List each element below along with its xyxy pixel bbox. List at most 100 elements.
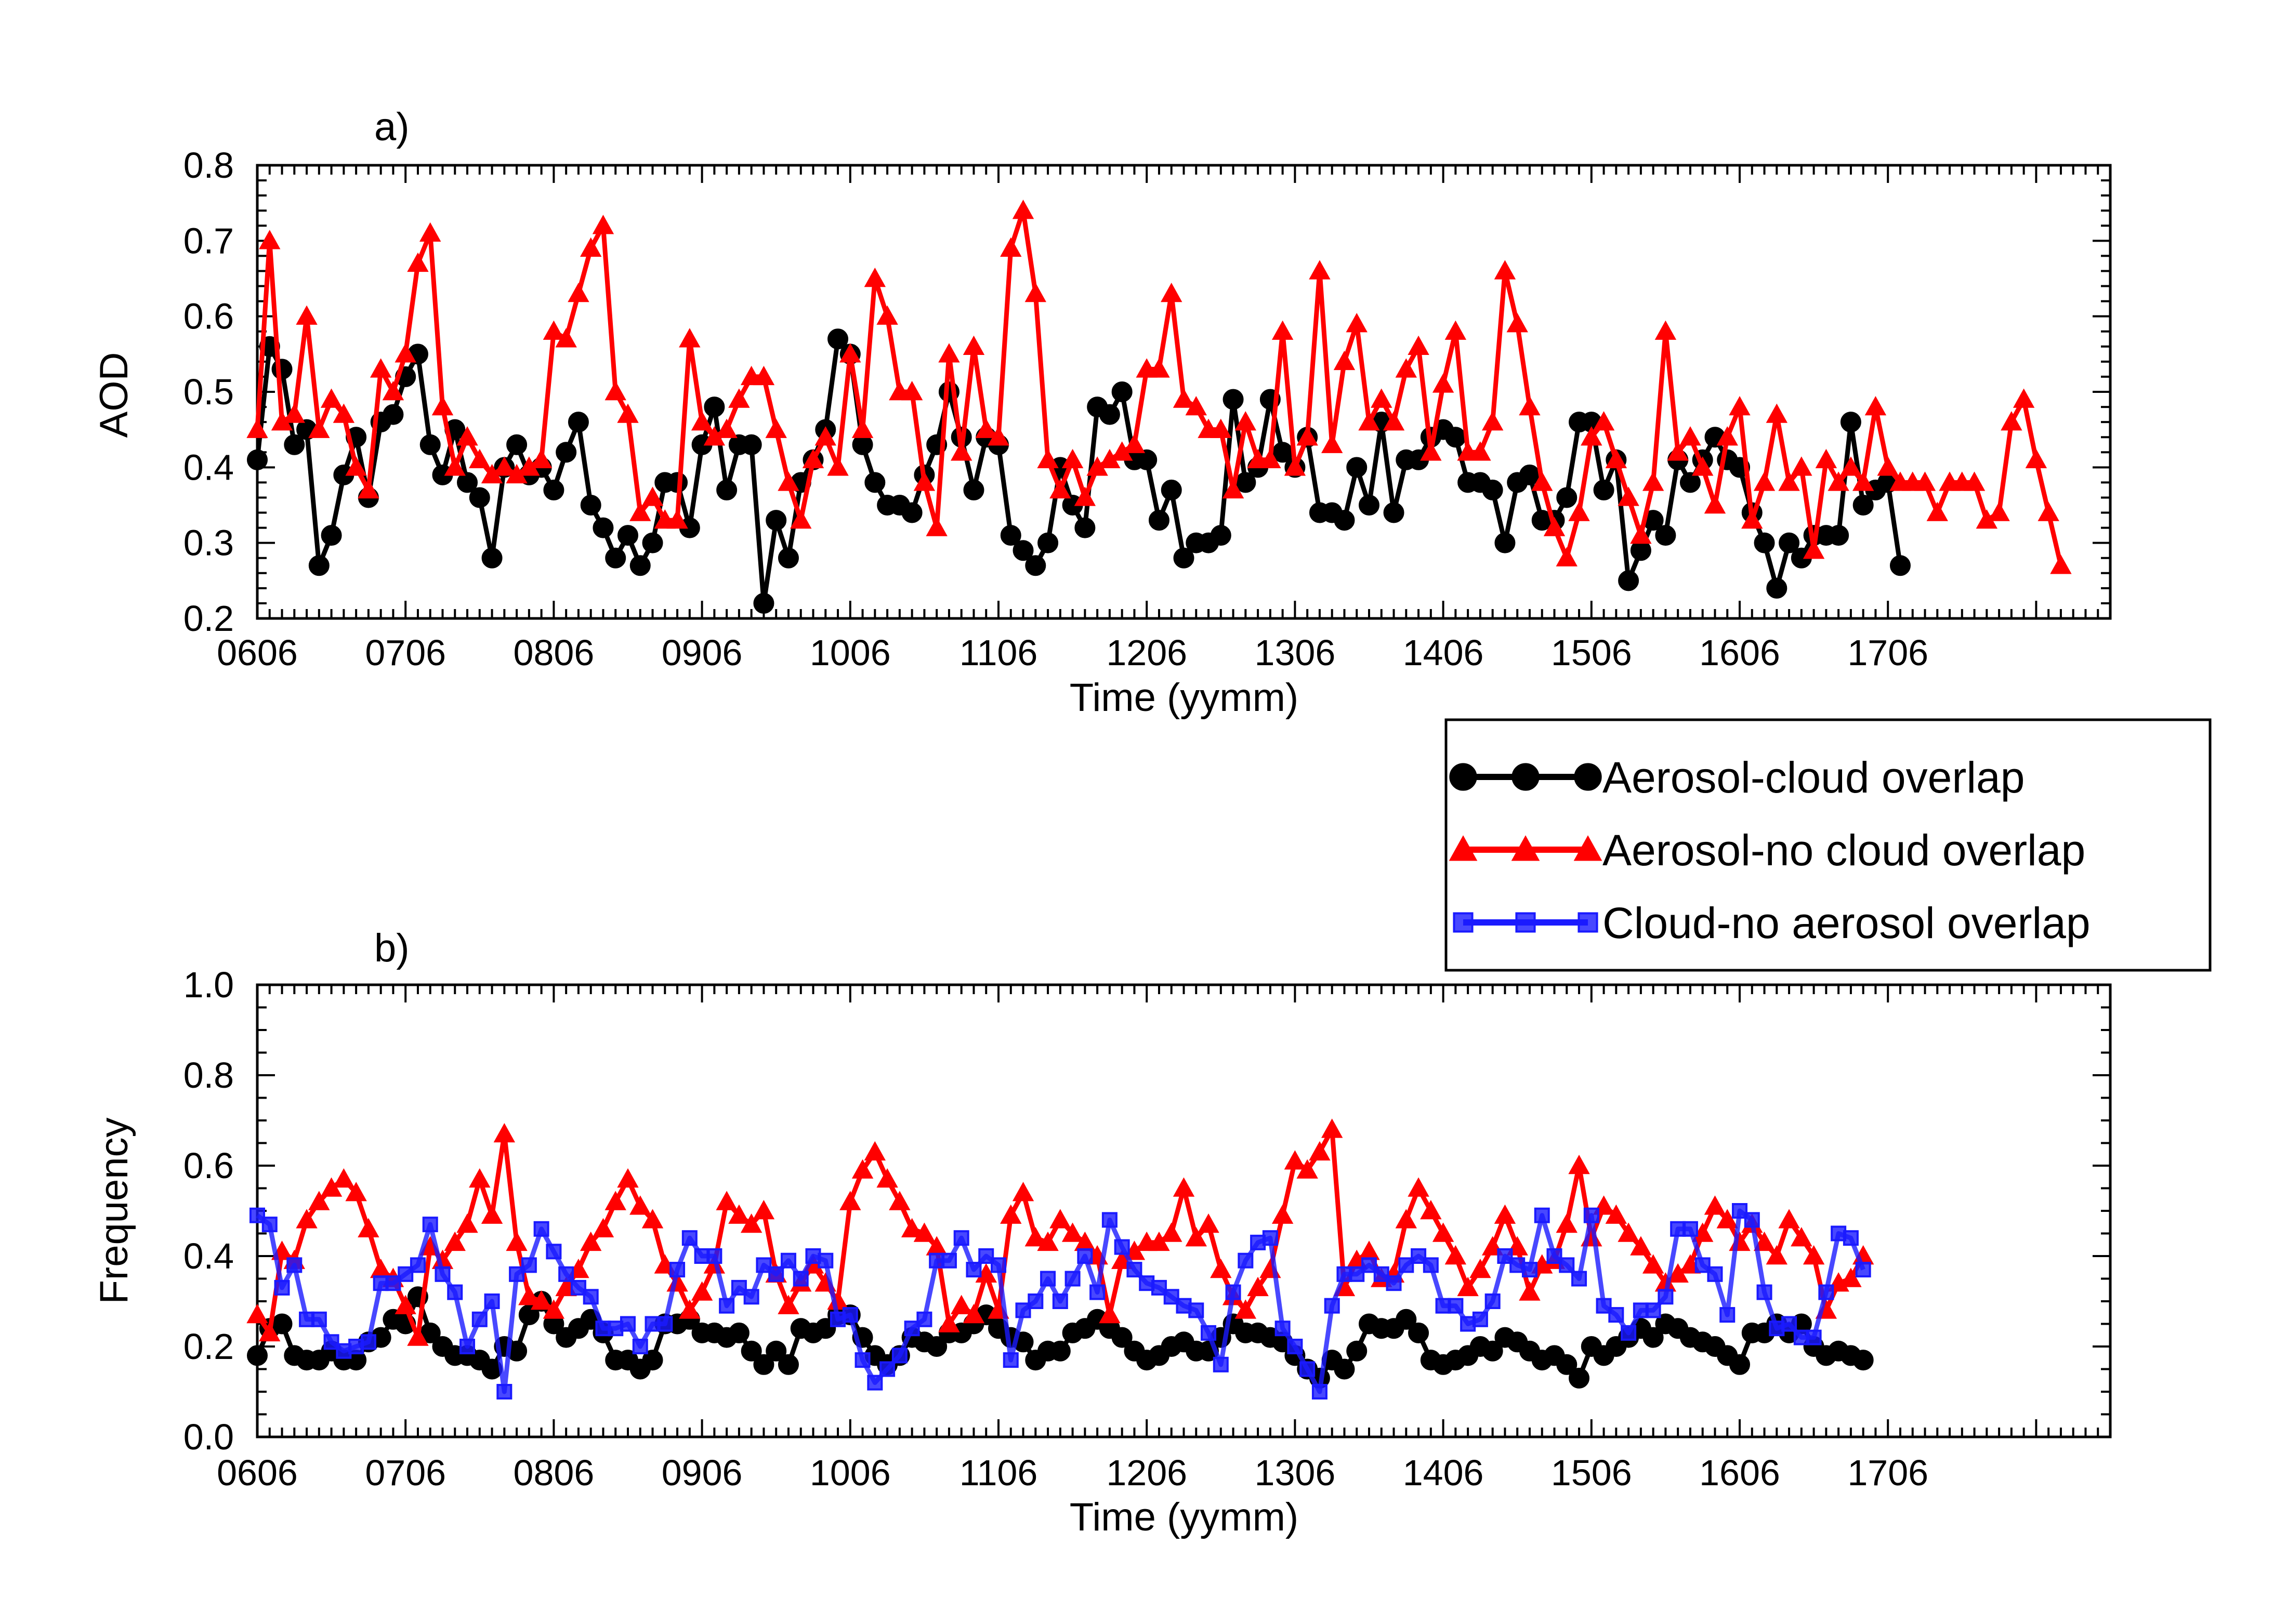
data-point [1361, 1257, 1377, 1273]
x-tick-label: 0806 [514, 1453, 595, 1493]
data-point [1213, 1356, 1229, 1372]
data-point [1114, 1239, 1130, 1255]
data-point [1284, 1150, 1306, 1170]
data-point [284, 434, 305, 455]
data-point [493, 1123, 516, 1143]
x-tick-label: 1506 [1551, 1453, 1632, 1493]
data-point [1753, 1231, 1776, 1251]
data-point [419, 434, 441, 455]
data-point [360, 1334, 376, 1350]
data-point [1618, 570, 1639, 591]
x-tick-label: 1706 [1847, 632, 1928, 673]
panel-a-label: a) [374, 105, 410, 149]
data-point [1633, 1302, 1649, 1318]
data-point [1346, 1340, 1368, 1362]
data-point [370, 1259, 392, 1278]
data-point [1123, 433, 1146, 453]
data-point [1247, 1276, 1269, 1297]
data-point [1349, 1266, 1365, 1282]
data-point [1000, 1204, 1022, 1224]
data-point [1064, 1271, 1081, 1287]
data-point [617, 525, 638, 546]
data-point [1469, 441, 1491, 461]
x-tick-label: 1306 [1255, 1453, 1336, 1493]
data-point [1223, 389, 1244, 410]
data-point [1234, 1299, 1257, 1319]
data-point [543, 1299, 565, 1319]
data-point [556, 442, 577, 463]
data-point [728, 1204, 750, 1224]
data-point [1497, 1248, 1513, 1264]
data-point [1482, 1340, 1503, 1362]
data-point [617, 403, 639, 423]
data-point [1494, 260, 1516, 280]
data-point [641, 1209, 664, 1229]
data-point [827, 328, 849, 350]
data-point [469, 487, 490, 508]
x-tick-label: 0906 [662, 632, 743, 673]
data-point [518, 1286, 540, 1305]
data-point [358, 1218, 379, 1237]
data-point [768, 1266, 784, 1282]
data-point [493, 456, 516, 476]
data-point [1395, 358, 1417, 378]
data-point [1781, 1316, 1797, 1332]
x-tick-label: 1306 [1255, 632, 1336, 673]
data-point [321, 525, 342, 546]
data-point [641, 486, 664, 506]
data-point [681, 1230, 698, 1246]
data-point [1163, 1289, 1179, 1305]
data-point [308, 1191, 330, 1210]
data-point [743, 1289, 759, 1305]
data-point [1225, 1284, 1241, 1300]
data-point [728, 1322, 750, 1343]
data-point [963, 335, 985, 355]
data-point [1791, 1227, 1812, 1247]
y-tick-label: 0.8 [183, 145, 234, 186]
data-point [419, 222, 441, 242]
data-point [1583, 1207, 1599, 1223]
data-point [756, 1257, 772, 1273]
data-point [1605, 448, 1627, 468]
series-aerosol-no-cloud-overlap [246, 200, 2072, 574]
data-point [1411, 1248, 1427, 1264]
data-point [753, 1354, 774, 1375]
data-point [1692, 456, 1714, 476]
data-point [1074, 486, 1096, 506]
data-point [358, 479, 379, 499]
data-point [1543, 517, 1566, 536]
data-point [323, 1334, 339, 1350]
data-point [666, 509, 688, 529]
data-point [1013, 540, 1034, 561]
legend-label: Cloud-no aerosol overlap [1602, 899, 2091, 947]
data-point [299, 1311, 315, 1327]
data-point [975, 418, 997, 438]
data-point [629, 555, 651, 576]
data-point [1815, 448, 1837, 468]
data-point [864, 1141, 886, 1161]
data-point [1037, 1231, 1059, 1251]
data-point [274, 1279, 290, 1296]
data-point [509, 1266, 525, 1282]
data-point [570, 1279, 586, 1296]
data-point [1346, 457, 1368, 478]
data-point [422, 1217, 438, 1233]
data-point [2050, 554, 2072, 574]
data-point [1571, 1271, 1587, 1287]
data-point [333, 1168, 355, 1188]
data-point [1371, 388, 1392, 408]
data-point [1889, 555, 1911, 576]
data-point [876, 305, 898, 325]
data-point [632, 1339, 648, 1354]
legend-label: Aerosol-cloud overlap [1602, 753, 2025, 802]
data-point [1877, 456, 1899, 476]
data-point [679, 1299, 701, 1319]
data-point [1506, 313, 1528, 333]
data-point [1630, 524, 1652, 544]
data-point [308, 555, 330, 576]
x-tick-label: 1406 [1403, 1453, 1484, 1493]
data-point [719, 1298, 735, 1314]
data-point [605, 547, 626, 569]
data-point [1531, 471, 1553, 491]
data-point [435, 1266, 451, 1282]
